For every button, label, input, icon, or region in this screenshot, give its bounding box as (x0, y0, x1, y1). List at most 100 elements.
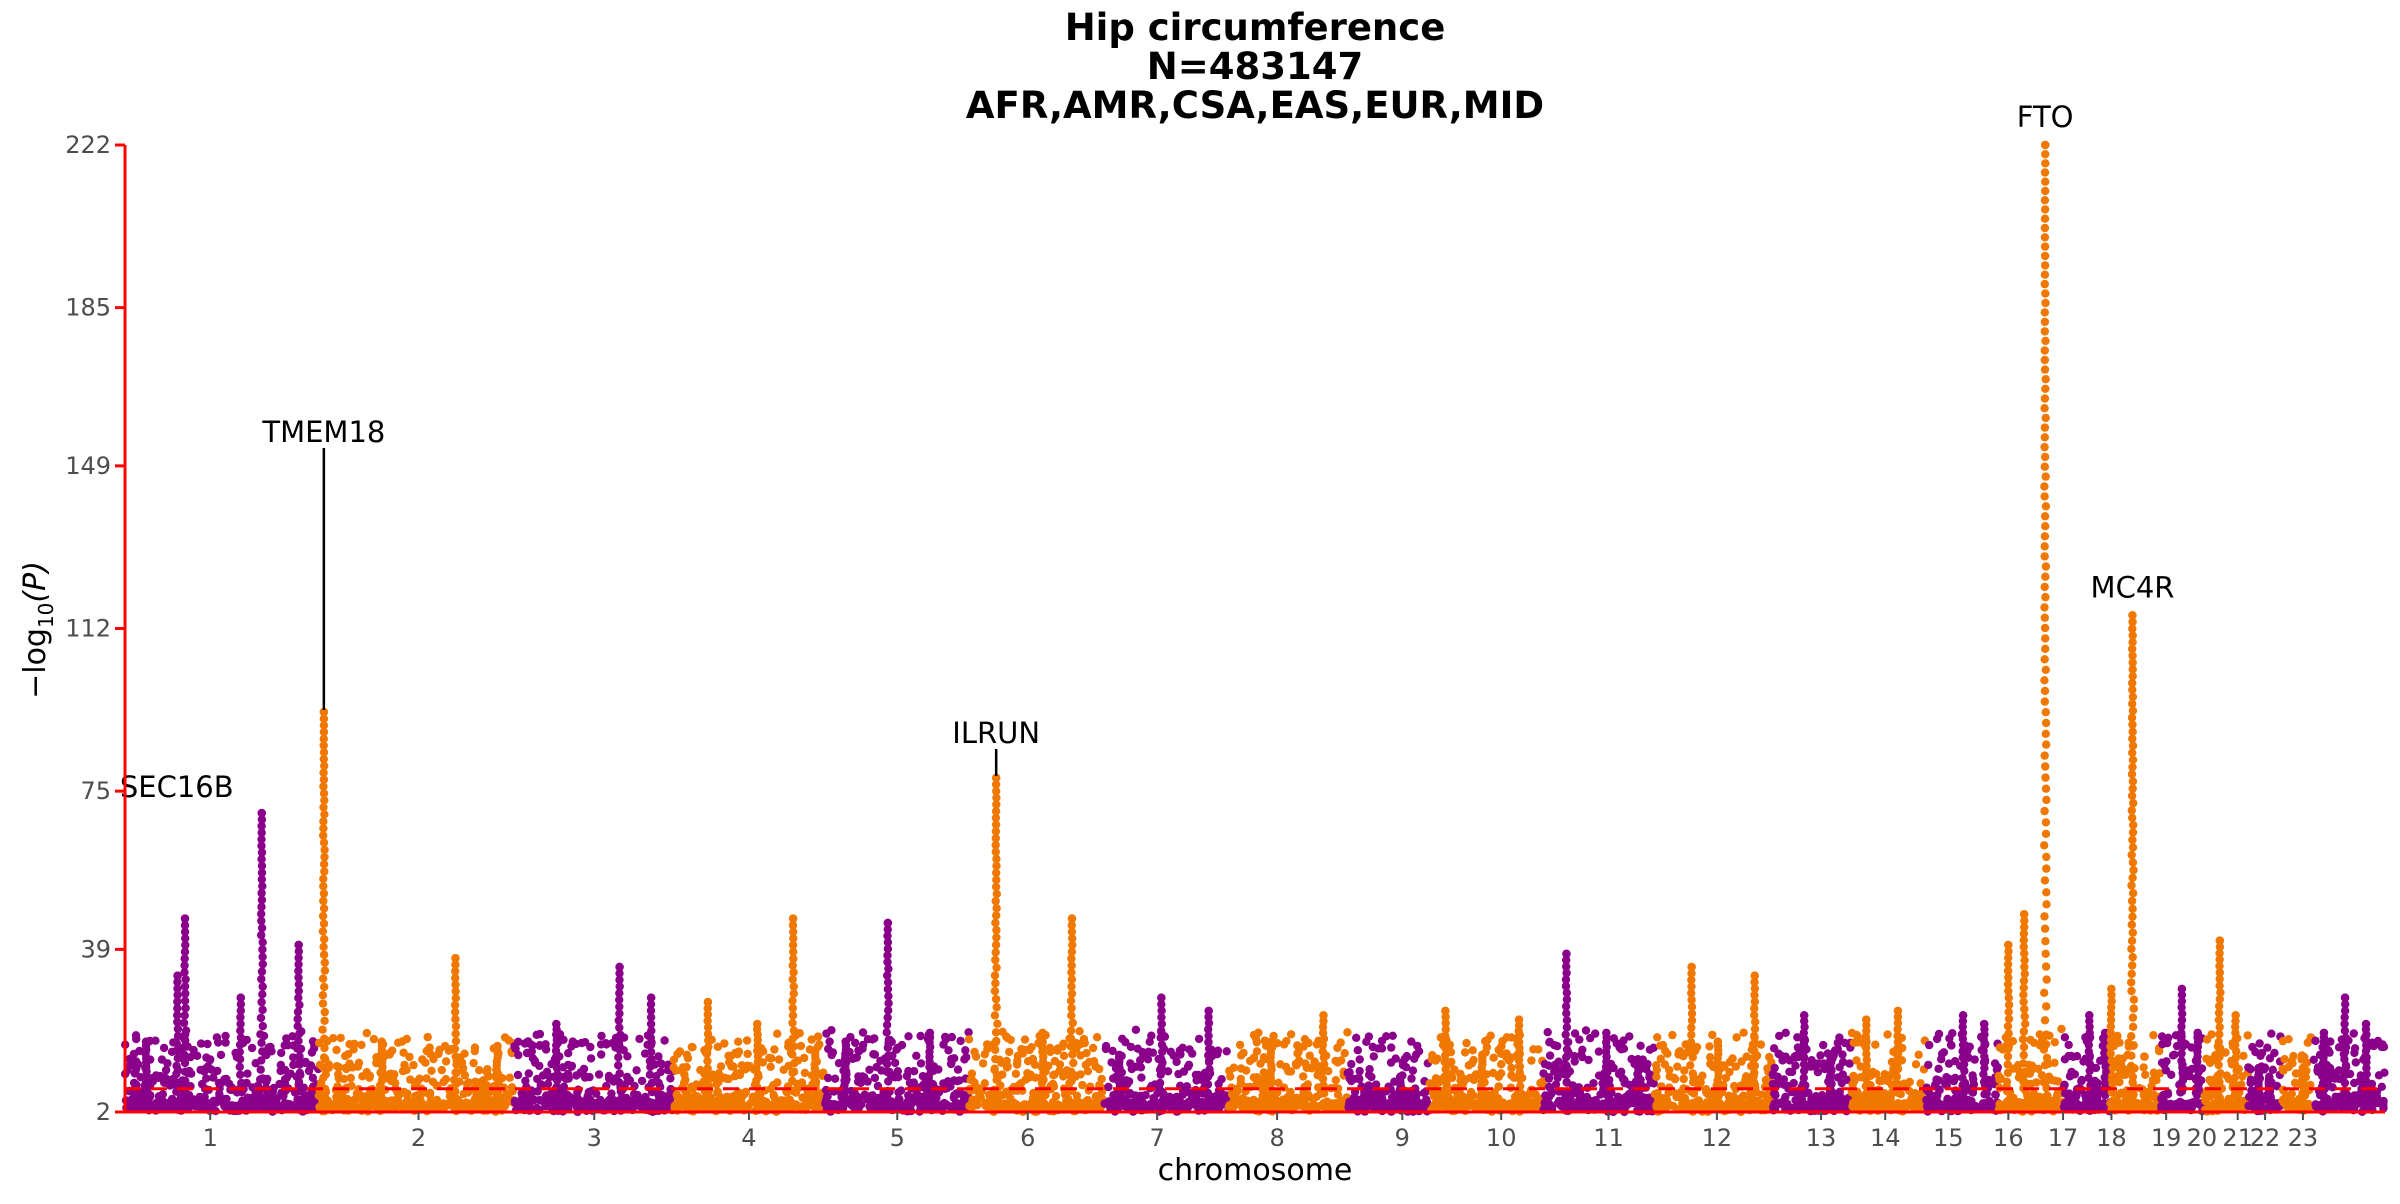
snp-point (1441, 1031, 1450, 1040)
snp-point (1364, 1070, 1374, 1080)
snp-point (654, 1078, 663, 1088)
snp-point (1534, 1045, 1543, 1054)
snp-point (2041, 522, 2050, 531)
snp-point (1618, 1074, 1628, 1083)
peak-point (1478, 1050, 1487, 1060)
snp-point (329, 1034, 338, 1043)
snp-point (1023, 1057, 1033, 1066)
snp-point (2040, 751, 2049, 760)
snp-point (1157, 1013, 1166, 1022)
peak-point (493, 1041, 502, 1051)
peak-point (1893, 1006, 1903, 1016)
snp-point (716, 1062, 726, 1071)
snp-point (778, 1096, 788, 1105)
snp-point (1067, 954, 1076, 963)
snp-point (553, 1076, 562, 1085)
snp-point (1091, 1092, 1101, 1101)
snp-point (788, 1003, 797, 1013)
snp-point (418, 1055, 427, 1064)
snp-point (462, 1079, 472, 1089)
snp-point (1515, 1061, 1524, 1071)
snp-point (1353, 1046, 1363, 1055)
snp-point (1318, 1073, 1327, 1083)
snp-point (514, 1050, 523, 1060)
snp-point (1029, 1088, 1038, 1098)
snp-point (615, 1045, 624, 1054)
chromosome-1-points (121, 808, 323, 1116)
snp-point (822, 1029, 831, 1038)
snp-point (257, 888, 266, 898)
snp-point (703, 1056, 712, 1066)
snp-point (334, 1101, 343, 1111)
snp-point (294, 960, 303, 969)
snp-point (1950, 1057, 1960, 1066)
snp-point (573, 1094, 582, 1103)
snp-point (347, 1081, 356, 1091)
snp-point (991, 994, 1001, 1004)
snp-point (133, 1060, 143, 1069)
snp-point (257, 841, 266, 851)
snp-point (854, 1103, 863, 1113)
snp-point (1204, 1031, 1213, 1040)
snp-point (869, 1050, 878, 1059)
snp-point (883, 978, 893, 987)
snp-point (1959, 1089, 1968, 1098)
snp-point (1440, 1072, 1449, 1081)
snp-point (422, 1074, 431, 1083)
snp-point (520, 1039, 530, 1048)
peak-point (615, 962, 624, 972)
snp-point (993, 1074, 1002, 1084)
snp-point (991, 940, 1001, 950)
snp-point (154, 1092, 164, 1101)
snp-point (788, 1034, 798, 1043)
chromosome-2-points (314, 707, 519, 1116)
snp-point (883, 985, 893, 994)
snp-point (1725, 1067, 1734, 1077)
snp-point (1252, 1047, 1262, 1056)
snp-point (2057, 1024, 2066, 1034)
snp-point (553, 1070, 562, 1079)
title-line-1: Hip circumference (1065, 6, 1446, 49)
snp-point (276, 1060, 285, 1070)
snp-point (1515, 1068, 1525, 1077)
snp-point (1084, 1057, 1094, 1067)
snp-point (1586, 1033, 1595, 1043)
snp-point (1688, 1069, 1698, 1078)
snp-point (1300, 1035, 1310, 1044)
snp-point (2040, 492, 2049, 501)
snp-point (1881, 1103, 1891, 1112)
snp-point (280, 1041, 289, 1050)
snp-point (452, 1077, 461, 1087)
snp-point (851, 1038, 860, 1048)
snp-point (615, 1009, 624, 1018)
chromosome-4-points (669, 914, 829, 1117)
chromosome-11-points (1539, 949, 1659, 1117)
snp-point (671, 1066, 681, 1075)
snp-point (1945, 1096, 1955, 1106)
snp-point (257, 848, 267, 857)
snp-point (713, 1042, 723, 1052)
snp-point (354, 1058, 364, 1068)
snp-point (1450, 1065, 1459, 1074)
snp-point (666, 1094, 675, 1103)
snp-point (1470, 1071, 1480, 1080)
snp-point (1570, 1029, 1580, 1038)
snp-point (319, 817, 328, 826)
snp-point (754, 1090, 763, 1099)
snp-point (257, 1056, 266, 1065)
snp-point (428, 1077, 438, 1087)
snp-point (213, 1066, 222, 1076)
snp-point (604, 1074, 614, 1083)
snp-point (1561, 1030, 1570, 1039)
snp-point (884, 1051, 893, 1060)
snp-point (1737, 1094, 1746, 1103)
snp-point (739, 1090, 749, 1099)
snp-point (1925, 1040, 1934, 1050)
snp-point (320, 845, 329, 854)
snp-point (180, 961, 189, 970)
snp-point (1213, 1050, 1222, 1059)
snp-point (257, 974, 266, 984)
snp-point (1003, 1033, 1012, 1043)
snp-point (765, 1053, 774, 1063)
snp-point (823, 1073, 833, 1083)
